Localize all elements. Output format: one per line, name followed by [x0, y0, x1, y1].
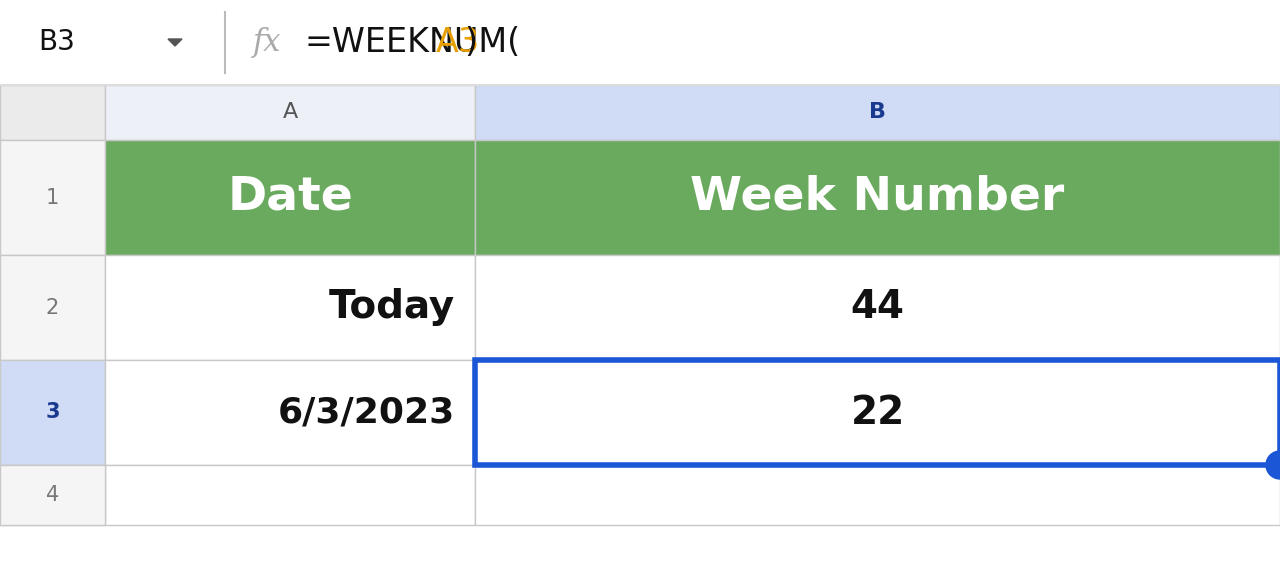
Bar [105, 140, 475, 255]
Circle shape [1266, 451, 1280, 479]
Text: Week Number: Week Number [690, 175, 1065, 220]
Text: B3: B3 [38, 29, 74, 57]
Text: 22: 22 [850, 393, 905, 432]
Bar [0, 255, 105, 360]
Bar [105, 85, 475, 140]
Text: 1: 1 [46, 188, 59, 207]
Text: 44: 44 [850, 288, 905, 327]
Bar [0, 465, 105, 525]
Bar [0, 0, 1280, 85]
Text: B: B [869, 102, 886, 123]
Text: 2: 2 [46, 297, 59, 318]
Text: ): ) [465, 26, 477, 59]
Text: fx: fx [253, 27, 282, 58]
Bar [0, 465, 105, 525]
Text: 4: 4 [46, 485, 59, 505]
Polygon shape [168, 39, 182, 46]
Text: =WEEKNUM(: =WEEKNUM( [305, 26, 521, 59]
Bar [475, 465, 1280, 525]
Bar [0, 85, 105, 140]
Bar [475, 85, 1280, 140]
Text: Today: Today [329, 288, 454, 327]
Bar [0, 360, 105, 465]
Text: 6/3/2023: 6/3/2023 [278, 396, 454, 429]
Bar [105, 360, 475, 465]
Bar [0, 140, 105, 255]
Bar [475, 255, 1280, 360]
Bar [475, 360, 1280, 465]
Bar [105, 255, 475, 360]
Text: 3: 3 [45, 402, 60, 423]
Bar [475, 360, 1280, 465]
Text: A: A [283, 102, 298, 123]
Bar [475, 140, 1280, 255]
Text: A3: A3 [435, 26, 480, 59]
Bar [105, 465, 475, 525]
Text: Date: Date [227, 175, 353, 220]
